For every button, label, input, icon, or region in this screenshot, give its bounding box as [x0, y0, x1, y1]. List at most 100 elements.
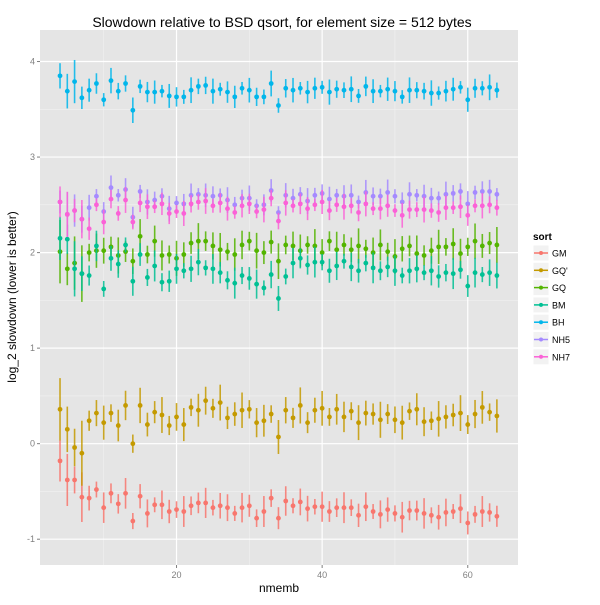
- data-point: [101, 219, 107, 225]
- data-point: [414, 266, 420, 272]
- data-point: [210, 505, 216, 511]
- series-gq: [57, 378, 500, 486]
- data-point: [130, 107, 136, 113]
- data-point: [101, 97, 107, 103]
- data-point: [232, 94, 238, 100]
- data-point: [305, 506, 310, 512]
- data-point: [414, 87, 420, 93]
- x-axis: 20 40 60: [172, 565, 473, 580]
- data-point: [494, 87, 500, 93]
- data-point: [370, 193, 376, 199]
- data-point: [305, 420, 310, 426]
- data-point: [57, 458, 63, 464]
- data-point: [341, 87, 347, 93]
- data-point: [115, 501, 121, 507]
- data-point: [370, 509, 376, 514]
- data-point: [319, 84, 325, 90]
- data-point: [443, 244, 449, 250]
- data-point: [363, 410, 369, 416]
- data-point: [458, 189, 463, 194]
- data-point: [334, 192, 340, 198]
- data-point: [94, 81, 99, 86]
- data-point: [181, 252, 187, 257]
- data-point: [472, 270, 478, 276]
- data-point: [494, 513, 500, 519]
- data-point: [64, 477, 70, 483]
- data-point: [407, 243, 412, 249]
- data-point: [64, 211, 70, 217]
- data-point: [297, 201, 303, 207]
- data-point: [327, 196, 332, 202]
- data-point: [392, 417, 398, 423]
- data-point: [341, 242, 347, 248]
- data-point: [225, 505, 230, 511]
- data-point: [101, 420, 107, 426]
- data-point: [421, 207, 427, 213]
- data-point: [174, 266, 179, 272]
- data-point: [472, 190, 478, 195]
- data-point: [312, 259, 318, 265]
- x-tick-label: 20: [172, 570, 182, 580]
- data-point: [239, 85, 245, 91]
- series-gq: [57, 219, 500, 302]
- data-point: [399, 212, 405, 218]
- data-point: [268, 495, 274, 501]
- data-point: [334, 505, 340, 511]
- data-point: [472, 85, 478, 91]
- data-point: [370, 265, 376, 271]
- data-point: [377, 193, 383, 199]
- data-point: [123, 81, 128, 86]
- x-tick-label: 60: [463, 570, 473, 580]
- data-point: [348, 505, 354, 511]
- data-point: [232, 411, 238, 417]
- data-point: [159, 253, 165, 258]
- data-point: [174, 200, 179, 206]
- data-point: [334, 86, 340, 92]
- data-point: [297, 499, 303, 505]
- data-point: [276, 210, 281, 215]
- data-point: [436, 416, 442, 422]
- data-point: [159, 502, 165, 508]
- data-point: [399, 273, 405, 278]
- data-point: [268, 272, 274, 277]
- data-point: [203, 83, 209, 88]
- data-point: [86, 273, 92, 278]
- data-point: [188, 503, 194, 509]
- data-point: [195, 83, 201, 89]
- data-point: [86, 418, 92, 424]
- data-point: [312, 202, 318, 208]
- data-point: [487, 270, 493, 276]
- data-point: [166, 211, 172, 216]
- data-point: [181, 211, 187, 216]
- data-point: [479, 509, 485, 514]
- legend-key-point: [539, 251, 543, 255]
- data-point: [261, 285, 267, 291]
- data-point: [428, 208, 434, 213]
- data-point: [159, 88, 165, 94]
- data-point: [428, 268, 434, 274]
- data-point: [465, 97, 471, 103]
- data-point: [261, 509, 267, 514]
- data-point: [327, 89, 332, 95]
- data-point: [86, 250, 92, 255]
- data-point: [57, 235, 63, 241]
- data-point: [487, 84, 493, 90]
- data-point: [392, 193, 398, 199]
- data-point: [290, 195, 296, 201]
- data-point: [472, 238, 478, 244]
- data-point: [283, 242, 289, 248]
- data-point: [458, 84, 463, 90]
- data-point: [327, 208, 332, 213]
- data-point: [414, 406, 420, 412]
- data-point: [377, 206, 383, 212]
- data-point: [108, 185, 114, 191]
- x-axis-title: nmemb: [259, 581, 299, 595]
- data-point: [494, 205, 500, 211]
- data-point: [64, 266, 70, 272]
- data-point: [144, 252, 150, 257]
- data-point: [195, 500, 201, 506]
- data-point: [225, 249, 230, 255]
- data-point: [246, 201, 252, 207]
- data-point: [261, 250, 267, 255]
- data-point: [101, 505, 107, 511]
